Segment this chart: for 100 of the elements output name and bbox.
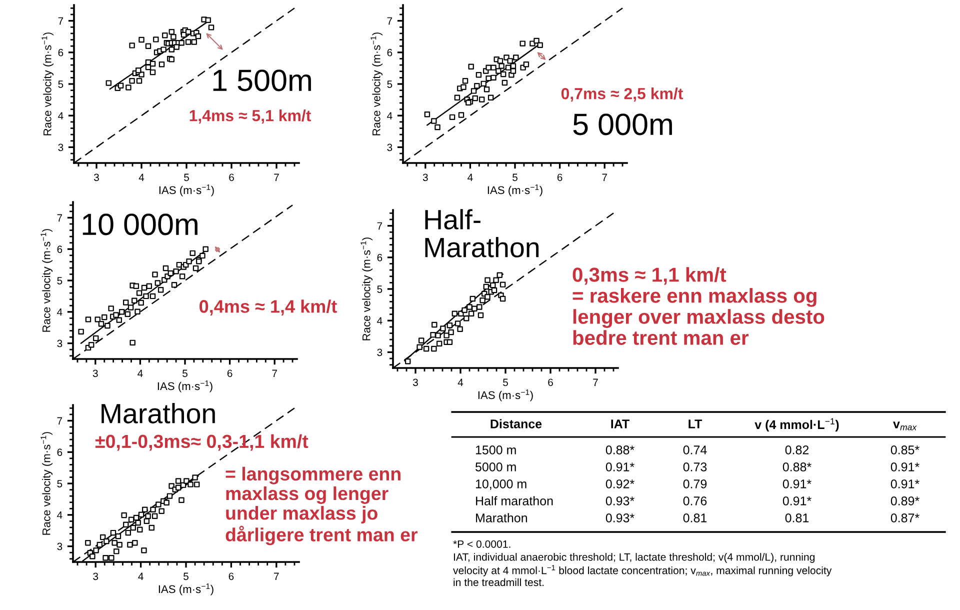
point [468,64,474,70]
point [156,502,162,508]
point [108,306,114,312]
x-tick-label: 5 [503,378,508,386]
y-tick-label: 6 [57,448,62,456]
y-tick-label: 7 [377,222,382,230]
point [154,280,161,286]
point [123,300,129,306]
point [129,42,135,48]
x-tick-label: 4 [468,174,473,181]
y-axis-title: Race velocity (m·s$^{−1}$) [360,238,372,340]
point [480,80,486,87]
point [137,526,143,533]
point [194,482,200,488]
point [116,542,122,548]
point [480,298,486,304]
point [130,340,136,346]
category-label: 1500 m [476,446,516,454]
y-tick-label: 6 [377,254,382,262]
category-label: Marathon [476,513,527,522]
annotation: 0,7ms ≈ 2,5 km/t [561,88,684,102]
x-tick-label: 7 [274,572,279,580]
point [454,94,460,100]
text: 1 500m [213,70,311,92]
point [178,497,184,503]
y-tick-label: 3 [57,340,62,348]
y-tick-label: 7 [57,417,62,424]
point [162,265,169,272]
point [534,38,540,44]
point [476,304,482,310]
annotation: 1,4ms ≈ 5,1 km/t [190,110,312,124]
text: 0.88* [782,462,812,472]
x-tick-label: 5 [182,370,188,378]
point [132,540,138,546]
x-tick-label: 6 [228,572,234,580]
point [488,94,494,100]
point [175,478,182,484]
text: 0.76 [683,496,707,506]
point [188,482,194,488]
point [128,516,134,522]
point [178,40,184,46]
point [185,39,192,45]
point [490,74,496,81]
point [168,46,175,52]
text: 0.91* [890,462,920,472]
point [158,287,164,293]
point [113,312,119,318]
y-tick-label: 4 [57,308,62,316]
point [500,282,506,288]
point [472,306,478,312]
chart-title: 10 000m [82,214,198,236]
text: *P < 0.0001. [453,540,510,548]
point [418,338,424,344]
x-tick-label: 3 [94,174,99,182]
text: 5 000m [573,114,672,136]
point [537,42,543,48]
point [470,296,476,302]
point [431,346,437,352]
y-axis-title: Race velocity (m·s$^{−1}$) [370,32,382,136]
point [208,24,214,30]
point [150,69,156,76]
text: Distance [490,419,542,428]
point [484,277,490,284]
y-axis-title: Race velocity (m·s$^{−1}$) [40,432,52,535]
point [92,335,99,342]
point [98,320,104,327]
point [436,340,442,347]
point [158,62,165,68]
point [457,326,463,332]
x-tick-label: 4 [138,572,144,580]
y-tick-label: 5 [57,480,62,488]
point [432,322,438,328]
y-tick-label: 7 [387,17,392,25]
point [164,500,170,506]
x-tick-label: 3 [422,174,428,182]
text: 0.85* [890,446,920,454]
point [158,508,164,514]
x-tick-label: 6 [229,174,234,182]
y-tick-label: 6 [57,246,62,253]
point [125,530,131,536]
category-label: v (4 mmol·L$^{−1}$) [754,418,839,432]
point [143,293,149,300]
point [454,320,461,326]
point [496,68,502,74]
point [478,96,485,102]
point [416,344,422,350]
point [173,268,179,274]
x-axis-title: IAS (m·s$^{−1}$) [158,380,212,392]
point [440,326,446,332]
point [150,293,156,300]
point [500,296,506,302]
point [142,506,148,512]
point [118,82,124,88]
point [153,36,159,42]
point [145,513,151,520]
point [115,533,122,540]
point [404,358,411,364]
point [88,342,94,348]
point [106,80,112,86]
point [104,322,110,329]
